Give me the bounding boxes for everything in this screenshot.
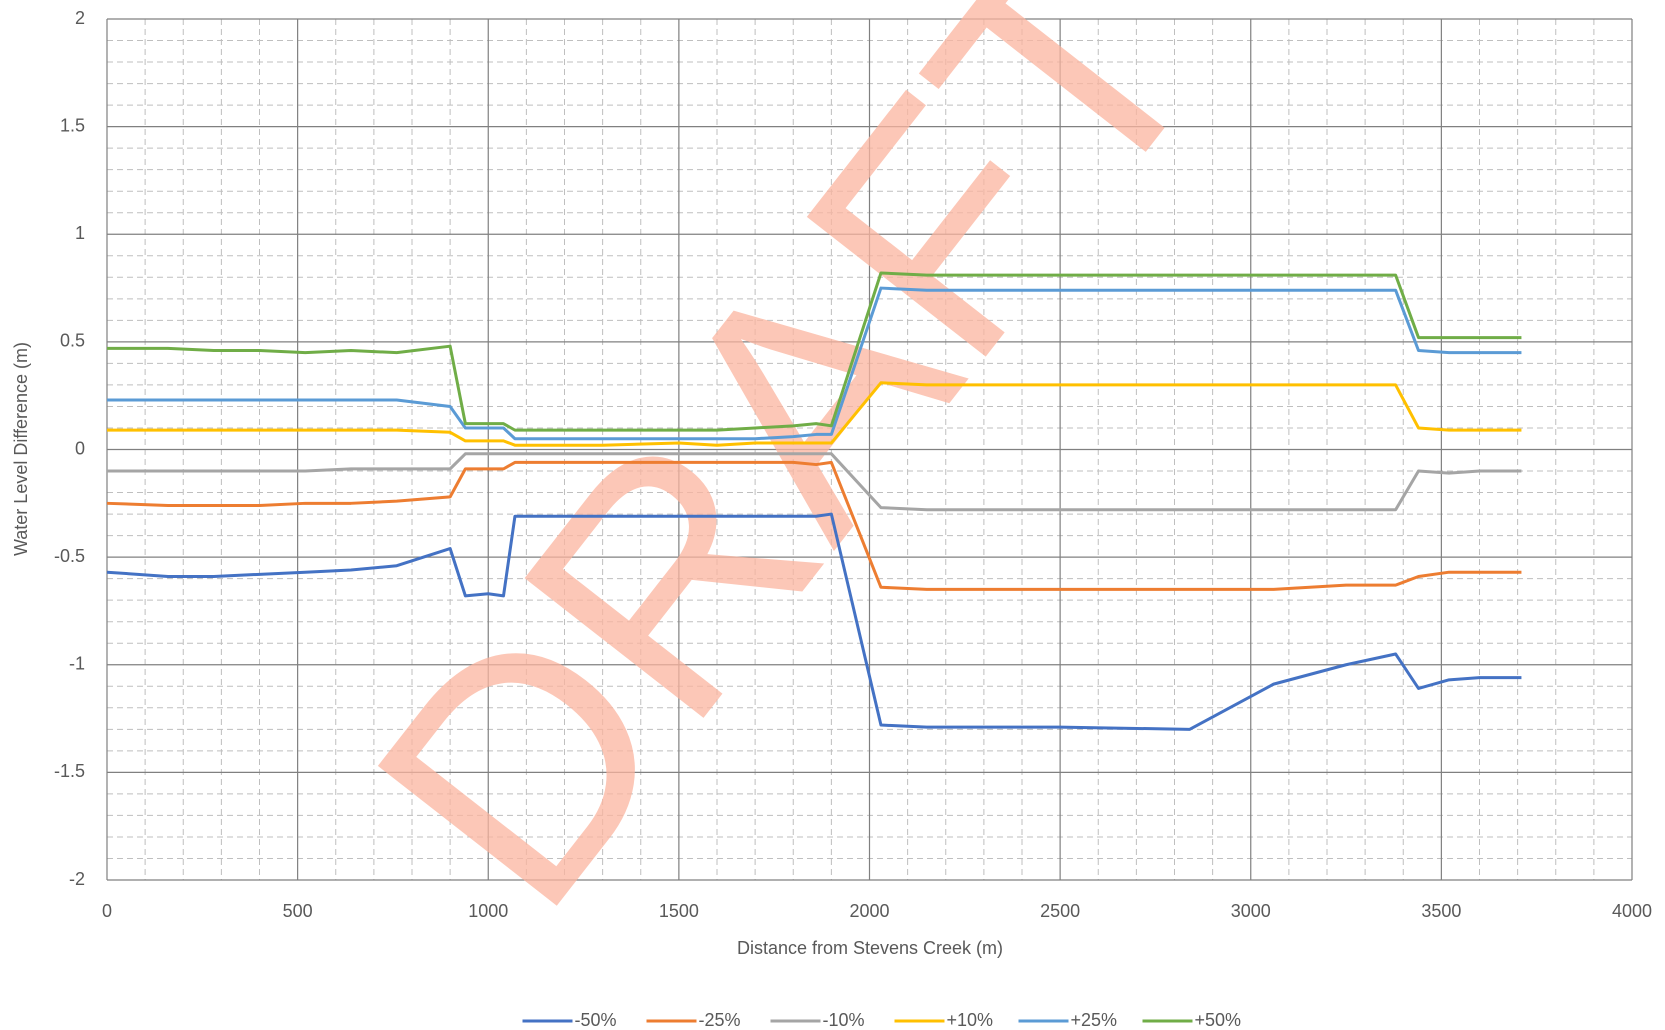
- x-tick-label: 3000: [1231, 901, 1271, 921]
- y-tick-label: -2: [69, 869, 85, 889]
- legend-label: -50%: [575, 1010, 617, 1030]
- x-tick-label: 0: [102, 901, 112, 921]
- x-tick-label: 500: [283, 901, 313, 921]
- x-tick-label: 4000: [1612, 901, 1652, 921]
- legend-label: +50%: [1195, 1010, 1242, 1030]
- x-tick-label: 3500: [1421, 901, 1461, 921]
- x-tick-label: 2000: [849, 901, 889, 921]
- y-tick-label: -1.5: [54, 761, 85, 781]
- y-tick-label: 1.5: [60, 115, 85, 135]
- y-tick-label: 0: [75, 438, 85, 458]
- x-tick-label: 1000: [468, 901, 508, 921]
- series-line: [106, 512, 1522, 731]
- watermark: DRAFT: [304, 0, 1272, 970]
- x-axis-title: Distance from Stevens Creek (m): [737, 938, 1003, 958]
- legend-label: +25%: [1071, 1010, 1118, 1030]
- y-tick-label: 0.5: [60, 331, 85, 351]
- series-line: [107, 286, 1522, 441]
- y-tick-label: 1: [75, 223, 85, 243]
- series-line: [106, 460, 1522, 591]
- series-line: [107, 381, 1522, 447]
- x-tick-label: 1500: [659, 901, 699, 921]
- legend: -50% -25% -10% +10% +25% +50%: [522, 1010, 1242, 1030]
- legend-label: -25%: [699, 1010, 741, 1030]
- legend-label: +10%: [947, 1010, 994, 1030]
- y-tick-label: 2: [75, 8, 85, 28]
- series-line: [107, 452, 1522, 512]
- legend-label: -10%: [823, 1010, 865, 1030]
- y-tick-label: -1: [69, 654, 85, 674]
- series-line: [107, 271, 1522, 432]
- x-tick-label: 2500: [1040, 901, 1080, 921]
- y-axis-title: Water Level Difference (m): [11, 342, 31, 556]
- y-tick-label: -0.5: [54, 546, 85, 566]
